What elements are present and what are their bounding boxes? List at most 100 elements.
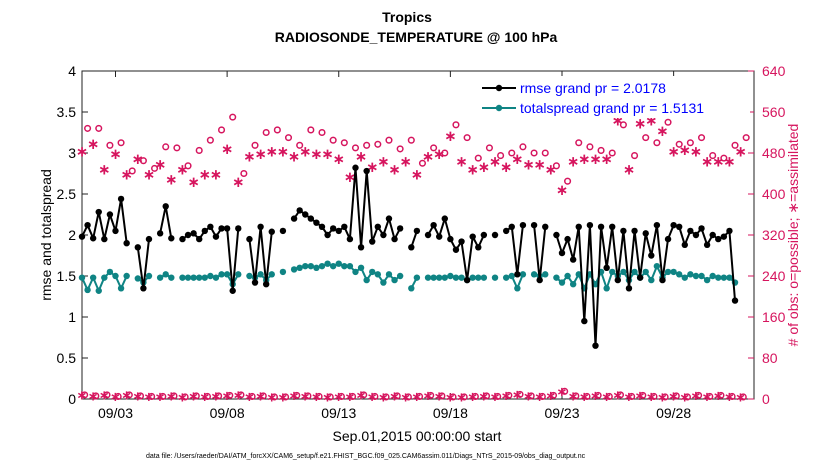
obs-possible-small-marker [192, 392, 200, 400]
spread-point [335, 260, 342, 267]
obs-assimilated-marker: ∗ [199, 167, 212, 184]
obs-possible-marker [564, 177, 572, 185]
obs-possible-marker [296, 141, 304, 149]
y-axis-label-right: # of obs: o=possible; ∗=assimilated [785, 124, 801, 347]
rmse-point [631, 227, 638, 235]
obs-possible-marker [162, 143, 170, 151]
obs-possible-small-marker [672, 392, 680, 400]
spread-point [709, 272, 716, 280]
obs-possible-small-marker [326, 393, 334, 401]
rmse-point [664, 235, 672, 243]
rmse-point [530, 221, 538, 229]
spread-point [302, 262, 309, 270]
y-right-tick-label: 0 [762, 391, 770, 407]
obs-possible-marker [173, 144, 181, 152]
obs-assimilated-marker: ∗ [98, 161, 111, 178]
obs-possible-marker [497, 152, 505, 160]
rmse-point [396, 225, 404, 232]
obs-assimilated-small-marker: ∗ [177, 389, 188, 404]
obs-possible-marker [697, 134, 706, 142]
spread-point [703, 276, 711, 284]
spread-point [123, 272, 130, 280]
obs-possible-small-marker [382, 393, 390, 401]
obs-possible-small-marker [282, 393, 290, 401]
rmse-point [380, 231, 387, 239]
obs-assimilated-marker: ∗ [377, 154, 390, 171]
obs-possible-marker [441, 149, 449, 157]
rmse-point [659, 276, 666, 284]
obs-assimilated-marker: ∗ [232, 174, 245, 191]
obs-possible-marker [664, 118, 672, 126]
obs-assimilated-marker: ∗ [165, 172, 178, 189]
y-tick-label: 0.5 [57, 350, 77, 366]
obs-possible-marker [385, 136, 393, 144]
spread-point [469, 274, 476, 281]
obs-possible-small-marker [527, 392, 535, 400]
obs-possible-marker [340, 139, 348, 147]
obs-possible-marker [418, 159, 427, 167]
obs-possible-small-marker [561, 387, 569, 395]
rmse-point [229, 287, 236, 294]
rmse-point [408, 244, 415, 251]
rmse-point [692, 231, 700, 239]
y-right-tick-label: 560 [762, 104, 786, 120]
rmse-point [542, 223, 549, 230]
rmse-point [514, 271, 521, 278]
rmse-point [112, 227, 119, 235]
obs-assimilated-small-marker: ∗ [88, 388, 99, 403]
rmse-point [279, 227, 287, 235]
obs-assimilated-small-marker: ∗ [110, 389, 121, 404]
obs-possible-marker [262, 128, 270, 137]
legend-spread-label: totalspread grand pr = 1.5131 [520, 100, 704, 116]
obs-assimilated-marker: ∗ [332, 151, 345, 168]
obs-possible-small-marker [226, 391, 234, 399]
footnote: data file: /Users/raeder/DAI/ATM_forcXX/… [146, 453, 586, 460]
obs-possible-small-marker [114, 392, 122, 401]
spread-point [653, 262, 661, 270]
legend-spread-marker [495, 104, 503, 112]
obs-possible-small-marker [159, 392, 167, 401]
obs-assimilated-small-marker: ∗ [188, 388, 199, 403]
obs-possible-marker [318, 128, 326, 137]
obs-assimilated-marker: ∗ [411, 167, 424, 184]
rmse-point [553, 231, 560, 239]
obs-possible-marker [586, 143, 594, 151]
rmse-point [246, 235, 253, 243]
obs-assimilated-marker: ∗ [243, 149, 256, 166]
rmse-point [609, 223, 616, 230]
obs-assimilated-marker: ∗ [589, 151, 602, 168]
obs-possible-marker [217, 126, 226, 134]
obs-possible-marker [485, 144, 493, 152]
spread-point [363, 276, 370, 284]
spread-point [168, 274, 175, 281]
obs-possible-small-marker [505, 391, 513, 399]
obs-possible-small-marker [639, 391, 647, 399]
spread-point [184, 274, 192, 281]
obs-assimilated-small-marker: ∗ [512, 387, 523, 402]
spread-point [329, 262, 337, 270]
obs-possible-small-marker [739, 393, 747, 401]
spread-point [279, 268, 287, 276]
obs-assimilated-small-marker: ∗ [557, 384, 568, 399]
spread-point [436, 274, 443, 281]
obs-possible-small-marker [81, 391, 89, 399]
obs-possible-marker [709, 152, 717, 160]
spread-point [441, 274, 448, 281]
spread-point [519, 271, 527, 278]
spread-point [687, 271, 694, 278]
spread-point [346, 262, 354, 270]
obs-possible-marker [117, 139, 125, 147]
rmse-point [581, 317, 588, 325]
spread-point [156, 274, 164, 281]
obs-assimilated-marker: ∗ [399, 154, 412, 171]
rmse-point [519, 221, 527, 229]
spread-point [720, 274, 728, 281]
rmse-point [698, 225, 705, 232]
obs-assimilated-small-marker: ∗ [77, 387, 88, 402]
rmse-point [413, 227, 421, 235]
rmse-point [329, 225, 337, 232]
rmse-point [726, 227, 733, 235]
obs-possible-marker [128, 167, 136, 175]
obs-possible-small-marker [416, 392, 424, 401]
x-tick-label: 09/23 [544, 405, 579, 421]
